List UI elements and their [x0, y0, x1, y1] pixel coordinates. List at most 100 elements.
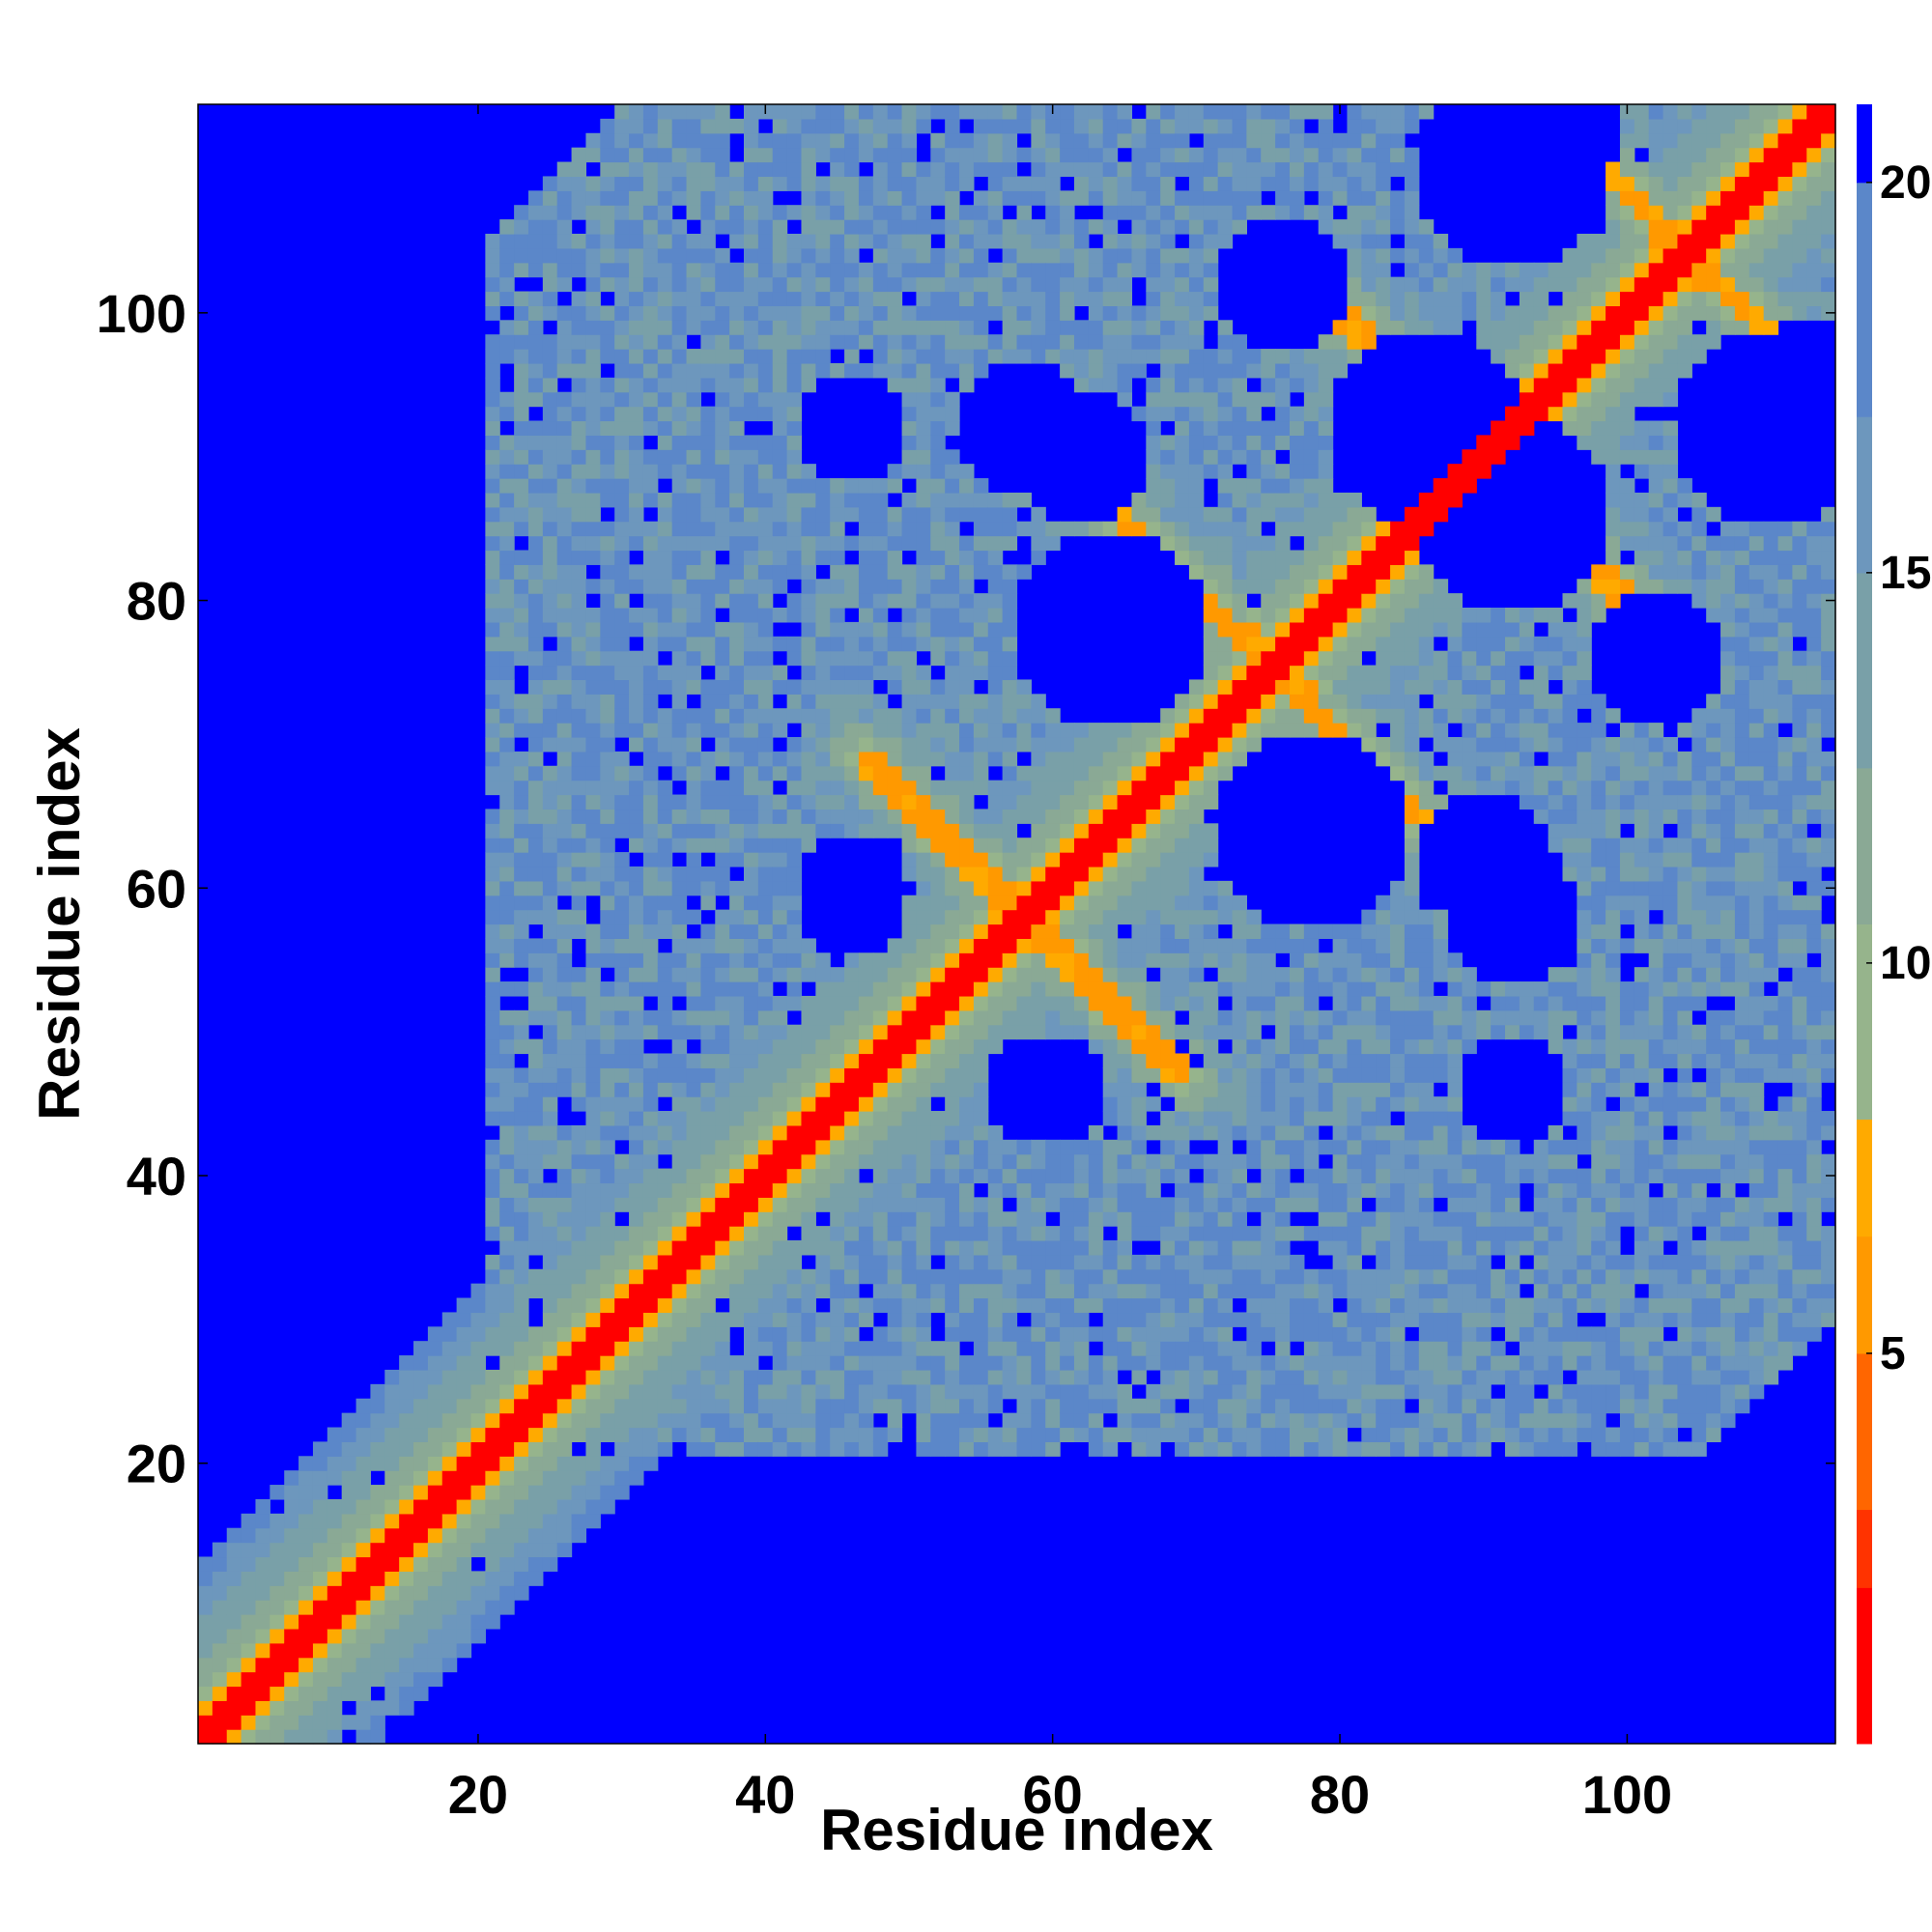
heatmap-cell	[312, 1485, 328, 1500]
heatmap-cell	[786, 952, 803, 968]
heatmap-cell	[1073, 1312, 1090, 1327]
heatmap-cell	[916, 1283, 931, 1299]
heatmap-cell	[930, 247, 946, 264]
heatmap-cell	[872, 1427, 889, 1442]
heatmap-cell	[1217, 1024, 1234, 1040]
heatmap-cell	[355, 1441, 372, 1457]
heatmap-cell	[1203, 247, 1219, 264]
heatmap-cell	[1175, 1182, 1190, 1198]
heatmap-cell	[1016, 923, 1032, 939]
heatmap-cell	[499, 723, 515, 738]
heatmap-cell	[772, 636, 788, 652]
heatmap-cell	[542, 377, 558, 393]
heatmap-cell	[600, 1082, 615, 1097]
heatmap-cell	[987, 679, 1004, 695]
heatmap-cell	[298, 1686, 314, 1701]
heatmap-cell	[1232, 1398, 1247, 1414]
heatmap-cell	[527, 535, 544, 552]
heatmap-cell	[1073, 751, 1090, 767]
heatmap-cell	[527, 1427, 544, 1442]
heatmap-cell	[527, 377, 544, 393]
heatmap-cell	[945, 1168, 960, 1184]
heatmap-cell	[556, 723, 573, 738]
heatmap-cell	[629, 1326, 644, 1342]
heatmap-cell	[1045, 967, 1061, 982]
heatmap-cell	[786, 305, 803, 321]
heatmap-cell	[1131, 1038, 1147, 1055]
heatmap-cell	[571, 1268, 587, 1285]
heatmap-cell	[930, 1024, 946, 1040]
heatmap-cell	[987, 535, 1004, 552]
heatmap-cell	[1246, 621, 1262, 638]
heatmap-cell	[1160, 823, 1176, 838]
heatmap-cell	[1290, 1283, 1305, 1299]
heatmap-cell	[1290, 1254, 1305, 1270]
heatmap-cell	[1188, 1326, 1205, 1342]
heatmap-cell	[1175, 923, 1190, 939]
heatmap-cell	[657, 550, 673, 565]
heatmap-cell	[1117, 104, 1133, 120]
heatmap-cell	[1117, 291, 1133, 307]
heatmap-cell	[1031, 823, 1046, 838]
heatmap-cell	[642, 1168, 659, 1184]
heatmap-cell	[600, 205, 615, 220]
heatmap-cell	[1188, 866, 1205, 882]
heatmap-cell	[830, 780, 845, 796]
heatmap-cell	[945, 1441, 960, 1457]
heatmap-cell	[485, 1254, 500, 1270]
heatmap-cell	[470, 1513, 486, 1529]
heatmap-cell	[556, 406, 573, 422]
heatmap-cell	[441, 1326, 458, 1342]
heatmap-cell	[858, 694, 874, 709]
heatmap-cell	[527, 521, 544, 537]
heatmap-cell	[1175, 1082, 1190, 1097]
heatmap-cell	[1117, 1341, 1133, 1356]
heatmap-cell	[744, 406, 759, 422]
heatmap-cell	[786, 349, 803, 364]
heatmap-cell	[700, 349, 716, 364]
heatmap-cell	[959, 809, 975, 824]
heatmap-cell	[312, 1527, 328, 1544]
heatmap-cell	[514, 579, 529, 594]
heatmap-cell	[1261, 694, 1276, 709]
heatmap-cell	[241, 1614, 257, 1630]
heatmap-cell	[1160, 952, 1176, 968]
heatmap-cell	[729, 1024, 745, 1040]
heatmap-cell	[527, 1239, 544, 1256]
heatmap-cell	[542, 334, 558, 350]
heatmap-cell	[1045, 1441, 1061, 1457]
heatmap-cell	[499, 406, 515, 422]
heatmap-cell	[801, 1024, 816, 1040]
heatmap-cell	[757, 1297, 774, 1314]
heatmap-cell	[571, 852, 587, 867]
heatmap-cell	[858, 320, 874, 335]
heatmap-cell	[1175, 1067, 1190, 1083]
heatmap-cell	[1146, 736, 1161, 753]
heatmap-cell	[485, 1038, 500, 1055]
heatmap-cell	[441, 1427, 458, 1442]
heatmap-cell	[786, 521, 803, 537]
heatmap-cell	[614, 1168, 630, 1184]
heatmap-cell	[887, 1139, 903, 1155]
heatmap-cell	[872, 205, 889, 220]
heatmap-cell	[916, 1067, 931, 1083]
heatmap-cell	[499, 564, 515, 580]
heatmap-cell	[700, 305, 716, 321]
heatmap-cell	[255, 1686, 270, 1701]
heatmap-cell	[1160, 780, 1176, 796]
heatmap-cell	[1045, 838, 1061, 853]
heatmap-cell	[1290, 1268, 1305, 1285]
heatmap-cell	[973, 334, 989, 350]
heatmap-cell	[657, 751, 673, 767]
heatmap-cell	[1160, 1124, 1176, 1141]
heatmap-cell	[629, 1355, 644, 1371]
heatmap-cell	[642, 420, 659, 436]
heatmap-cell	[786, 320, 803, 335]
heatmap-cell	[1045, 1009, 1061, 1026]
heatmap-cell	[629, 650, 644, 667]
heatmap-cell	[671, 1053, 688, 1068]
heatmap-cell	[671, 190, 688, 206]
heatmap-cell	[858, 780, 874, 796]
heatmap-cell	[542, 506, 558, 523]
heatmap-cell	[1188, 334, 1205, 350]
